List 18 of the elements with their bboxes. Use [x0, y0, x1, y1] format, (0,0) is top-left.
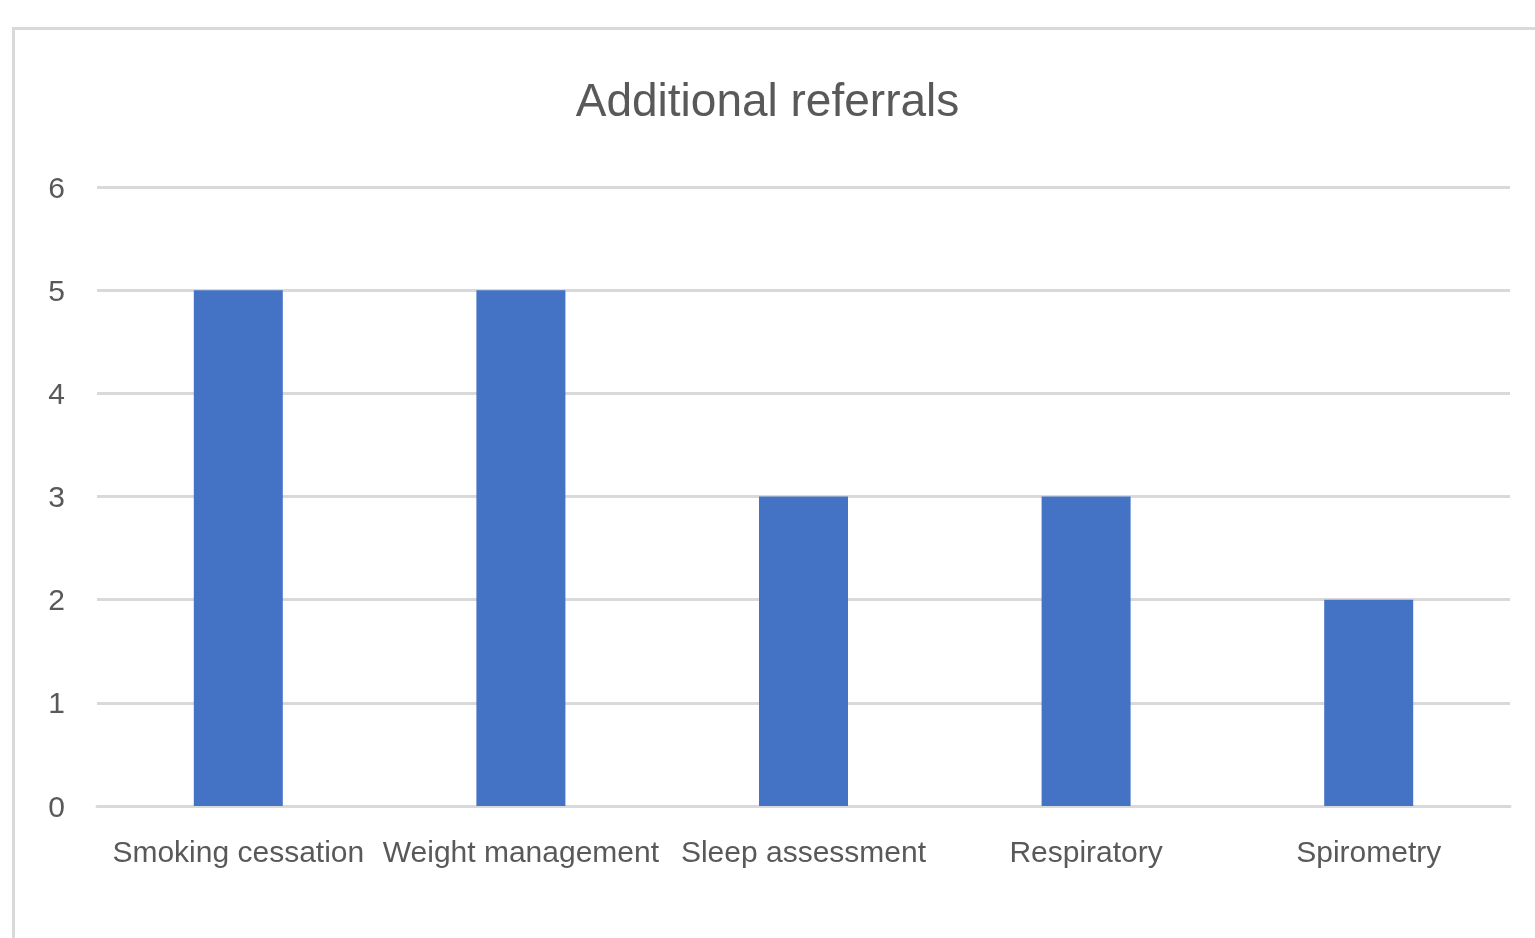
x-tick-label: Weight management: [382, 834, 660, 868]
x-tick-label: Respiratory: [1009, 834, 1163, 868]
y-tick-label: 6: [48, 170, 65, 204]
y-tick-label: 1: [48, 686, 65, 720]
x-tick-label: Smoking cessation: [112, 834, 365, 868]
x-tick-label: Sleep assessment: [680, 834, 927, 868]
y-tick-label: 3: [48, 480, 65, 513]
y-tick-label: 2: [48, 583, 65, 617]
y-tick-label: 0: [48, 789, 65, 823]
bar: [476, 290, 566, 806]
y-tick-label: 4: [48, 376, 65, 410]
bar: [1041, 496, 1131, 806]
bar: [759, 496, 848, 806]
y-tick-label: 5: [48, 273, 65, 307]
chart-title: Additional referrals: [575, 74, 960, 126]
bar: [193, 290, 283, 806]
bar: [1324, 599, 1414, 806]
x-tick-label: Spirometry: [1296, 834, 1442, 868]
